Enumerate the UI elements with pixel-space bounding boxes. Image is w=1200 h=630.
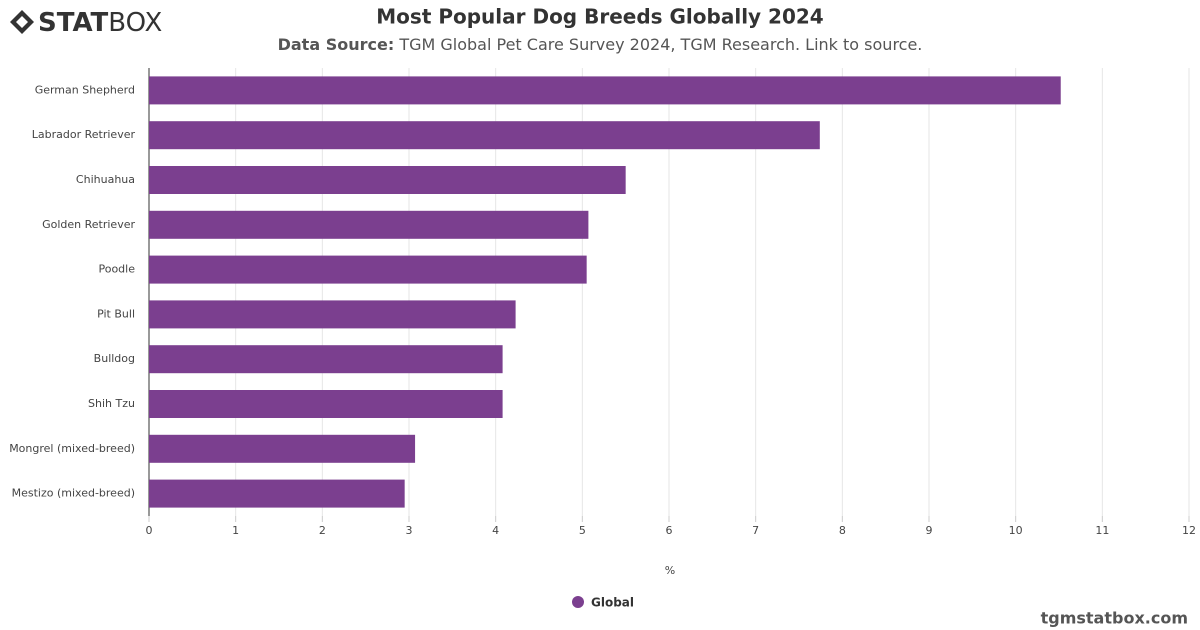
bar: [149, 210, 589, 239]
logo-light: BOX: [108, 8, 162, 38]
bar: [149, 390, 503, 418]
y-tick-label: Poodle: [98, 263, 135, 276]
y-tick-label: Shih Tzu: [88, 397, 135, 410]
subtitle: Data Source: TGM Global Pet Care Survey …: [278, 35, 923, 54]
logo-text: STATBOX: [38, 8, 162, 38]
x-tick-label: 12: [1182, 524, 1196, 537]
legend-marker: [572, 596, 584, 608]
logo-icon: [10, 10, 34, 34]
y-tick-label: Pit Bull: [97, 307, 135, 320]
source-label: Data Source:: [278, 35, 395, 54]
x-axis-label: %: [665, 564, 675, 577]
x-tick-label: 0: [146, 524, 153, 537]
y-tick-label: Bulldog: [94, 352, 135, 365]
x-tick-label: 11: [1095, 524, 1109, 537]
bar: [149, 76, 1061, 105]
y-tick-label: Mongrel (mixed-breed): [9, 442, 135, 455]
bar: [149, 300, 516, 329]
bar: [149, 434, 416, 463]
chart-title: Most Popular Dog Breeds Globally 2024: [376, 5, 823, 29]
x-tick-label: 3: [406, 524, 413, 537]
bar: [149, 345, 503, 374]
x-tick-label: 6: [666, 524, 673, 537]
bar: [149, 166, 626, 194]
legend-label: Global: [591, 596, 634, 610]
y-tick-label: Golden Retriever: [42, 218, 135, 231]
y-tick-label: Mestizo (mixed-breed): [12, 487, 135, 500]
x-tick-label: 2: [319, 524, 326, 537]
logo-bold: STAT: [38, 8, 109, 38]
logo: STATBOX: [10, 8, 162, 38]
bar: [149, 255, 587, 284]
x-tick-label: 5: [579, 524, 586, 537]
x-tick-label: 4: [492, 524, 499, 537]
x-tick-label: 1: [232, 524, 239, 537]
x-tick-label: 9: [926, 524, 933, 537]
y-tick-label: Labrador Retriever: [32, 128, 136, 141]
bar: [149, 121, 820, 150]
bar: [149, 479, 405, 508]
source[interactable]: TGM Global Pet Care Survey 2024, TGM Res…: [398, 35, 922, 54]
y-tick-label: German Shepherd: [35, 83, 135, 96]
x-tick-label: 10: [1009, 524, 1023, 537]
x-tick-label: 7: [752, 524, 759, 537]
x-tick-label: 8: [839, 524, 846, 537]
y-tick-label: Chihuahua: [76, 173, 135, 186]
footer: tgmstatbox.com: [1041, 609, 1188, 628]
